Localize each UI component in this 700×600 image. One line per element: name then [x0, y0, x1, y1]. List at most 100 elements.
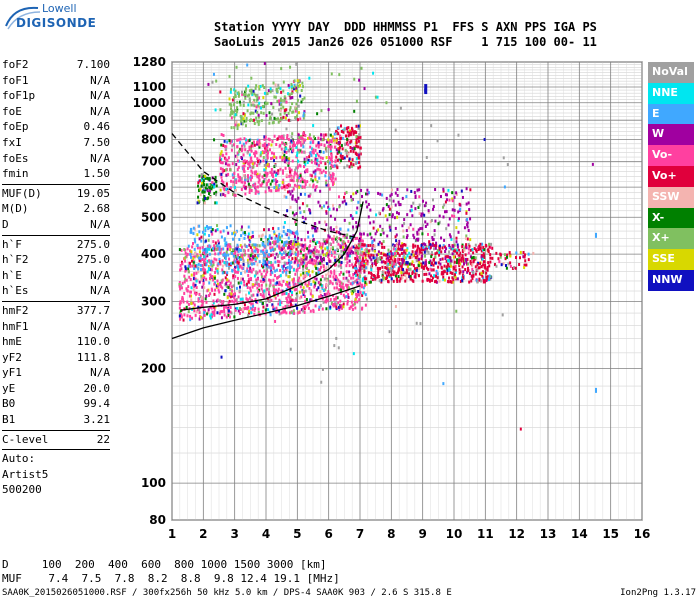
echo-dot	[195, 286, 198, 290]
echo-dot	[224, 257, 227, 261]
echo-dot	[381, 193, 384, 197]
echo-dot	[276, 291, 279, 295]
echo-dot	[358, 261, 361, 265]
x-tick-label: 16	[634, 527, 651, 541]
echo-dot	[269, 281, 272, 285]
echo-dot	[502, 156, 505, 160]
echo-dot	[452, 278, 455, 282]
echo-dot	[331, 250, 334, 254]
echo-dot	[434, 246, 437, 250]
echo-dot	[352, 245, 355, 249]
echo-dot	[391, 265, 394, 269]
echo-dot	[462, 257, 465, 261]
echo-dot	[265, 114, 268, 118]
echo-dot	[419, 212, 422, 216]
echo-dot	[340, 129, 343, 133]
echo-dot	[283, 149, 286, 153]
echo-dot	[270, 263, 273, 267]
echo-dot	[240, 277, 243, 281]
echo-dot	[295, 297, 298, 301]
echo-dot	[244, 175, 247, 179]
echo-dot	[454, 275, 457, 279]
echo-dot	[213, 313, 216, 317]
echo-dot	[242, 308, 245, 312]
echo-dot	[203, 309, 206, 313]
echo-dot	[272, 152, 275, 156]
echo-dot	[298, 206, 301, 210]
echo-dot	[312, 238, 315, 242]
echo-dot	[267, 142, 270, 146]
echo-dot	[403, 222, 406, 226]
echo-dot	[215, 248, 218, 252]
echo-dot	[197, 267, 200, 271]
echo-dot	[307, 260, 310, 264]
echo-dot	[314, 304, 317, 308]
echo-dot	[251, 119, 254, 123]
param-divider	[2, 449, 110, 451]
echo-dot	[408, 275, 411, 279]
echo-dot	[459, 251, 462, 255]
echo-dot	[343, 166, 346, 170]
echo-dot	[401, 260, 404, 264]
echo-dot	[252, 243, 255, 247]
echo-dot	[477, 261, 480, 265]
echo-dot	[216, 244, 219, 248]
echo-dot	[263, 137, 266, 141]
echo-dot	[282, 134, 285, 138]
echo-dot	[220, 143, 223, 147]
echo-dot	[527, 258, 530, 262]
echo-dot	[289, 289, 292, 293]
y-tick-label: 800	[141, 133, 166, 147]
echo-dot	[303, 210, 306, 214]
echo-dot	[248, 164, 251, 168]
echo-dot	[317, 145, 320, 149]
echo-dot	[398, 262, 401, 266]
echo-dot	[189, 249, 192, 253]
echo-dot	[204, 297, 207, 301]
echo-dot	[433, 244, 436, 248]
echo-dot	[476, 263, 479, 267]
echo-dot	[476, 246, 479, 250]
echo-dot	[336, 142, 339, 146]
echo-dot	[349, 282, 352, 286]
echo-dot	[344, 142, 347, 146]
echo-dot	[320, 109, 323, 113]
echo-dot	[346, 137, 349, 141]
echo-dot	[377, 271, 380, 275]
echo-dot	[240, 155, 243, 159]
echo-dot	[179, 317, 182, 321]
echo-dot	[349, 140, 352, 144]
echo-dot	[225, 152, 228, 156]
echo-dot	[294, 109, 297, 113]
echo-dot	[274, 236, 277, 240]
echo-dot	[301, 134, 304, 138]
echo-dot	[337, 301, 340, 305]
echo-dot	[430, 274, 433, 278]
echo-dot	[228, 292, 231, 296]
echo-dot	[296, 174, 299, 178]
echo-dot	[248, 93, 251, 97]
echo-dot	[401, 224, 404, 228]
echo-dot	[304, 299, 307, 303]
echo-dot	[297, 252, 300, 256]
echo-dot	[271, 271, 274, 275]
echo-dot	[444, 257, 447, 261]
echo-dot	[282, 178, 285, 182]
echo-dot	[242, 104, 245, 108]
echo-dot	[237, 179, 240, 183]
echo-dot	[238, 289, 241, 293]
echo-dot	[285, 147, 288, 151]
echo-dot	[298, 290, 301, 294]
echo-dot	[231, 294, 234, 298]
echo-dot	[228, 315, 231, 319]
echo-dot	[470, 262, 473, 266]
echo-dot	[247, 182, 250, 186]
echo-dot	[234, 231, 237, 235]
echo-dot	[334, 217, 337, 221]
echo-dot	[331, 183, 334, 187]
echo-dot	[434, 255, 437, 259]
echo-dot	[396, 241, 399, 245]
echo-dot	[322, 300, 325, 304]
echo-dot	[289, 247, 292, 251]
echo-dot	[258, 162, 261, 166]
